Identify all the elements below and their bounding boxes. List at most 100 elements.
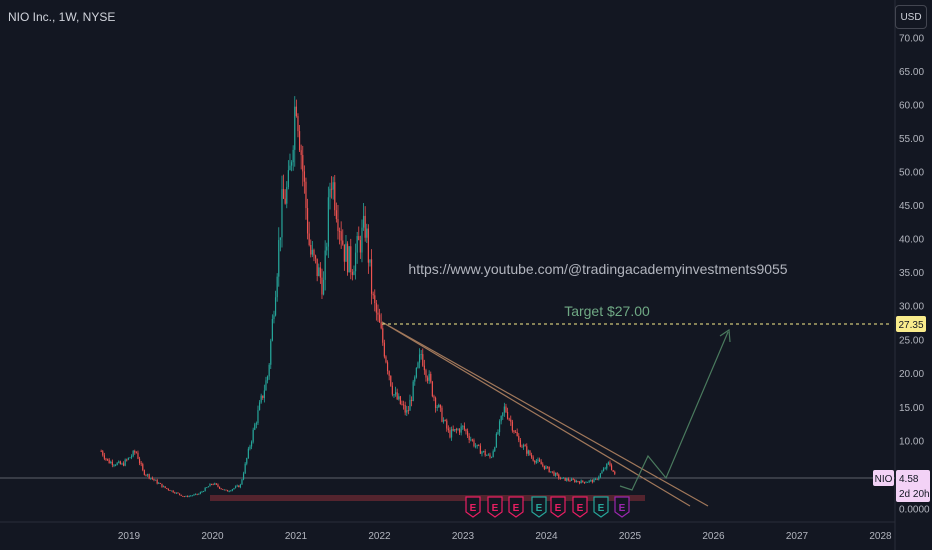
x-tick-label: 2020 <box>201 531 224 542</box>
candle-body <box>372 293 374 296</box>
candle-body <box>286 187 288 204</box>
candle-body <box>585 482 587 484</box>
candle-body <box>386 362 389 372</box>
candle-body <box>522 445 525 447</box>
candle-body <box>177 492 179 494</box>
earnings-marker-shape <box>614 496 630 518</box>
y-tick-label: 60.00 <box>899 101 924 112</box>
candle-body <box>228 491 230 492</box>
currency-button[interactable]: USD <box>895 5 927 29</box>
candle-body <box>279 237 281 241</box>
candle-body <box>516 432 518 437</box>
y-tick-label: 55.00 <box>899 134 924 145</box>
candle-body <box>591 479 593 483</box>
candle-body <box>140 463 142 465</box>
candle-body <box>335 210 337 220</box>
candle-body <box>294 106 296 150</box>
candle-body <box>577 480 579 482</box>
candle-body <box>308 233 310 245</box>
candle-body <box>590 479 592 481</box>
candle-body <box>132 450 134 457</box>
candle-body <box>601 471 603 474</box>
candle-body <box>425 370 427 378</box>
candle-body <box>343 244 345 262</box>
candle-body <box>108 459 110 464</box>
candle-body <box>236 485 238 487</box>
candle-body <box>249 446 251 449</box>
candle-body <box>498 421 501 433</box>
candle-body <box>310 244 312 255</box>
candle-body <box>196 493 198 495</box>
candle-body <box>337 219 339 231</box>
candle-body <box>270 340 272 365</box>
candle-body <box>150 477 152 479</box>
candle-body <box>164 486 166 488</box>
candle-body <box>193 494 195 496</box>
candle-body <box>159 483 161 484</box>
candle-body <box>596 478 598 480</box>
candle-body <box>134 450 136 453</box>
candle-body <box>135 452 137 454</box>
candle-body <box>436 407 438 408</box>
candle-body <box>334 182 336 211</box>
candle-body <box>380 322 382 329</box>
candle-body <box>130 456 133 458</box>
candle-body <box>146 474 149 476</box>
earnings-marker-label: E <box>598 503 605 514</box>
candle-body <box>158 483 160 484</box>
candle-body <box>316 258 318 277</box>
candle-body <box>418 354 421 363</box>
candle-body <box>185 495 187 497</box>
earnings-marker: E <box>572 496 588 518</box>
candle-body <box>518 436 520 441</box>
candle-body <box>412 381 414 401</box>
candle-body <box>345 243 347 262</box>
y-tick-label: 70.00 <box>899 34 924 45</box>
earnings-marker: E <box>465 496 481 518</box>
candle-body <box>369 259 371 263</box>
candle-body <box>548 466 550 473</box>
candle-body <box>374 295 376 304</box>
candle-body <box>610 465 613 470</box>
x-tick-label: 2023 <box>452 531 475 542</box>
candle-body <box>126 459 128 461</box>
candle-body <box>510 419 512 422</box>
candle-body <box>306 208 309 234</box>
candle-body <box>562 477 565 479</box>
candle-body <box>222 488 224 490</box>
candle-body <box>257 410 259 424</box>
candle-body <box>598 477 600 480</box>
candle-body <box>332 182 334 190</box>
candle-body <box>377 312 379 315</box>
trendline-upper <box>381 321 709 507</box>
earnings-marker-label: E <box>513 503 520 514</box>
candle-body <box>470 439 472 441</box>
candle-body <box>318 267 320 277</box>
candle-body <box>169 490 171 491</box>
target-price-box <box>896 316 926 332</box>
candle-body <box>241 479 243 485</box>
candle-body <box>268 364 270 377</box>
candle-body <box>423 365 425 371</box>
candle-body <box>574 479 576 483</box>
projection-arrowhead <box>719 328 731 343</box>
candle-body <box>166 487 168 489</box>
candle-body <box>354 252 357 272</box>
candle-body <box>225 489 227 491</box>
candle-body <box>431 381 433 397</box>
y-tick-label: 45.00 <box>899 201 924 212</box>
candle-body <box>486 455 488 456</box>
candle-body <box>383 342 385 357</box>
candle-body <box>302 155 304 172</box>
last-price-symbol-box <box>873 470 894 486</box>
candle-body <box>569 480 571 482</box>
earnings-marker-shape <box>550 496 566 518</box>
candle-body <box>506 411 509 419</box>
candle-body <box>529 450 531 456</box>
candle-body <box>276 276 278 298</box>
target-annotation: Target $27.00 <box>564 303 650 319</box>
candle-body <box>260 395 262 403</box>
candle-body <box>106 458 109 460</box>
earnings-marker-label: E <box>577 503 584 514</box>
